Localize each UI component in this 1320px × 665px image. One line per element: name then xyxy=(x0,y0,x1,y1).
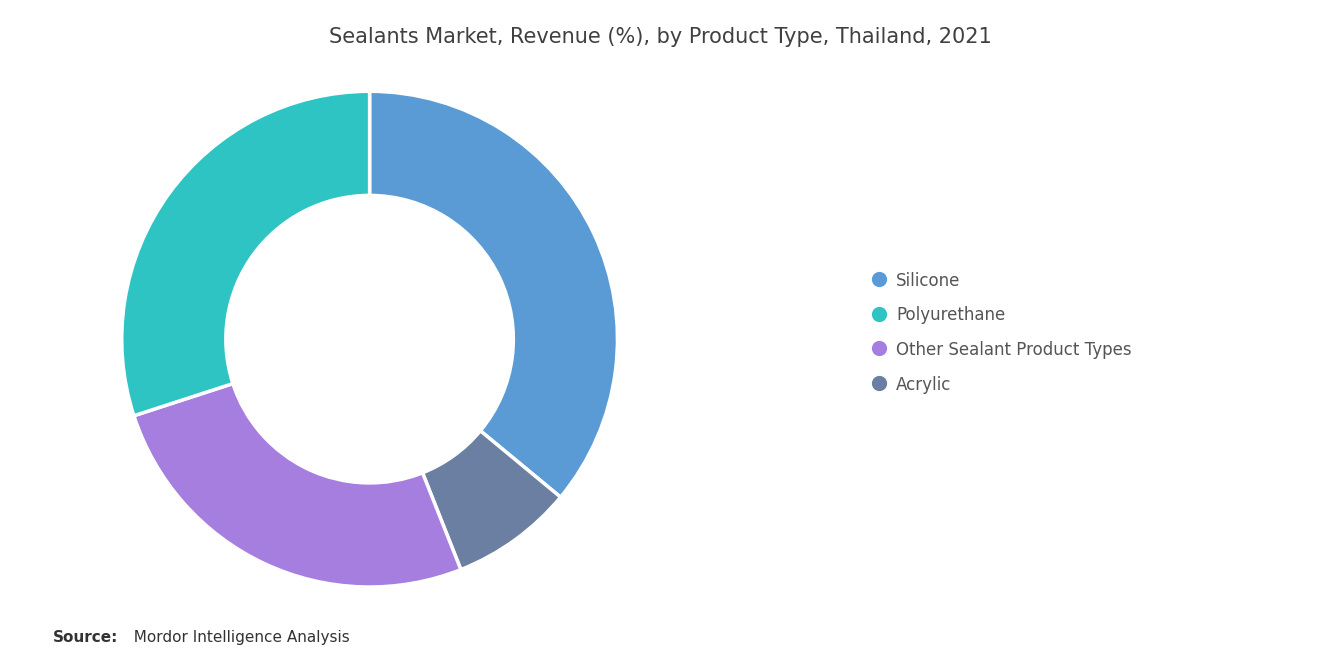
Wedge shape xyxy=(422,431,561,570)
Text: Source:: Source: xyxy=(53,630,119,645)
Wedge shape xyxy=(370,91,618,497)
Text: Mordor Intelligence Analysis: Mordor Intelligence Analysis xyxy=(124,630,350,645)
Wedge shape xyxy=(121,91,370,416)
Legend: Silicone, Polyurethane, Other Sealant Product Types, Acrylic: Silicone, Polyurethane, Other Sealant Pr… xyxy=(858,255,1148,410)
Text: Sealants Market, Revenue (%), by Product Type, Thailand, 2021: Sealants Market, Revenue (%), by Product… xyxy=(329,27,991,47)
Wedge shape xyxy=(133,384,461,587)
